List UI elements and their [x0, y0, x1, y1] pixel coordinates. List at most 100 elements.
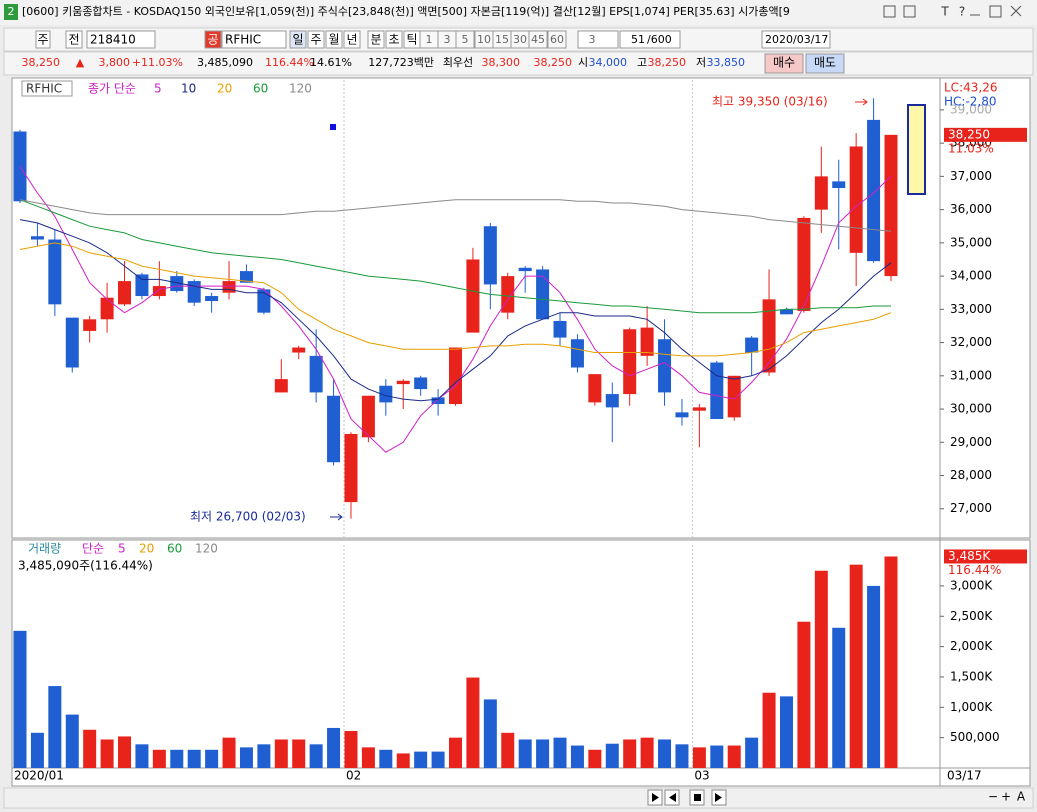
legend-entry: 20 [139, 542, 154, 556]
candle-body [222, 281, 236, 293]
unit-button[interactable] [385, 30, 403, 49]
code-input[interactable] [86, 30, 156, 49]
y-tick-label: 1,000K [950, 700, 993, 714]
y-tick-label: 3,000K [950, 578, 993, 592]
candle-body [867, 119, 881, 262]
y-tick-label: 500,000 [950, 730, 1000, 744]
ma-line [19, 199, 891, 314]
candle-body [187, 281, 201, 303]
y-tick-label: 31,000 [950, 368, 992, 382]
unit-label: 분 [370, 33, 381, 47]
candle-body [309, 355, 323, 393]
minute-label: 10 [477, 33, 491, 46]
zoom-in: + [1001, 790, 1011, 804]
volume-bar [431, 751, 445, 768]
candle-body [553, 320, 567, 338]
candle-body [431, 397, 445, 405]
minute-label: 30 [513, 33, 527, 46]
window-icon [4, 4, 18, 20]
candle-body [170, 276, 184, 292]
volume-bar [884, 556, 898, 768]
candle-body [692, 407, 706, 411]
market-badge [204, 30, 222, 49]
legend-entry: 60 [167, 542, 182, 556]
volume-bar [274, 739, 288, 768]
date-input[interactable] [761, 30, 831, 49]
candle-body [675, 412, 689, 418]
legend-entry: 20 [217, 82, 232, 96]
volume-bar [257, 744, 271, 768]
window-title: [0600] 키움종합차트 - KOSDAQ150 외국인보유[1,059(천)… [22, 4, 790, 18]
buy-button[interactable] [764, 53, 804, 74]
hc-label: HC:-2,80 [944, 95, 997, 109]
period-select[interactable] [35, 30, 51, 49]
lc-label: LC:43,26 [944, 81, 997, 95]
x-tick-label: 03 [694, 769, 709, 783]
candle-body [414, 377, 428, 390]
unit-button[interactable] [307, 30, 325, 49]
candle-body [658, 339, 672, 393]
candle-body [30, 236, 44, 240]
unit-label: 일 [292, 33, 303, 47]
volume-bar [118, 736, 132, 768]
volume-bar [640, 737, 654, 768]
unit-button[interactable] [367, 30, 385, 49]
name: RFHIC [225, 33, 261, 47]
zoom-out: − [988, 790, 998, 804]
candle-body [379, 385, 393, 403]
minute-button[interactable] [547, 30, 567, 49]
volume-bar [396, 753, 410, 768]
candle-body [152, 286, 166, 297]
candle-body [588, 374, 602, 403]
scroll-icons [652, 793, 722, 802]
volume-bar [745, 737, 759, 768]
ma-label: 종가 단순 [88, 82, 136, 96]
volume-bar [239, 747, 253, 768]
minute-label: 45 [531, 33, 545, 46]
volume-bar [779, 696, 793, 768]
candle-body [849, 146, 863, 253]
candle-body [83, 319, 97, 331]
font-button: T [940, 5, 949, 19]
minute-button[interactable] [455, 30, 475, 49]
last-volume: 3,485K [948, 549, 991, 563]
name-input[interactable] [221, 30, 287, 49]
minute-label: 60 [550, 33, 564, 46]
legend-entry: 5 [154, 82, 162, 96]
candle-body [361, 395, 375, 438]
volume-bar [379, 749, 393, 768]
candle-body [727, 375, 741, 418]
candle-body [605, 394, 619, 408]
unit-button[interactable] [325, 30, 343, 49]
shown: 51 [631, 33, 645, 46]
legend-entry: 10 [181, 82, 196, 96]
quote-change: 3,800 [99, 56, 131, 69]
volume-bar [361, 747, 375, 768]
shown-input[interactable] [619, 30, 681, 49]
symbol-box [21, 80, 73, 97]
unit-button[interactable] [289, 30, 307, 49]
y-tick-label: 39,000 [950, 102, 992, 116]
count-input[interactable] [577, 30, 619, 49]
scrollbar[interactable] [3, 787, 1034, 809]
volume-bar [832, 627, 846, 768]
all-button[interactable] [65, 30, 83, 49]
y-tick-label: 33,000 [950, 302, 992, 316]
quote-best: 최우선 [443, 56, 473, 69]
unit-button[interactable] [343, 30, 361, 49]
volume-bar [152, 749, 166, 768]
unit-label: 주 [310, 33, 321, 47]
sell-button[interactable] [805, 53, 845, 74]
minute-button[interactable] [528, 30, 548, 49]
x-end-label: 03/17 [947, 769, 982, 783]
volume-bar [867, 585, 881, 768]
quote-open: 34,000 [589, 56, 628, 69]
volume-bar [30, 732, 44, 768]
sell-label: 매도 [814, 56, 836, 70]
volume-bar [414, 751, 428, 768]
volume-bar [344, 730, 358, 768]
volume-bar [658, 739, 672, 768]
quote-price: 38,250 [22, 56, 61, 69]
y-tick-label: 30,000 [950, 402, 992, 416]
total: /600 [647, 33, 672, 46]
